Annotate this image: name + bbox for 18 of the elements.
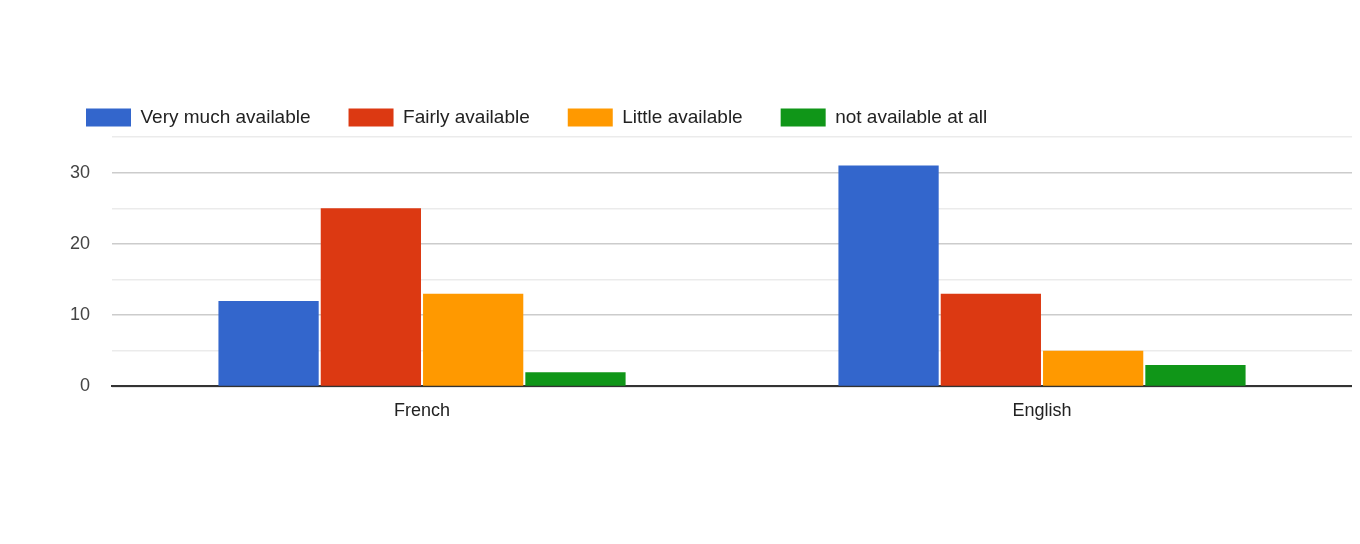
bar — [940, 293, 1041, 386]
y-tick-label: 10 — [69, 304, 91, 325]
x-tick-label: English — [1012, 400, 1072, 421]
legend-label: Fairly available — [403, 105, 530, 127]
bar — [1043, 350, 1144, 386]
legend-label: Very much available — [140, 105, 311, 127]
y-tick-label: 0 — [80, 375, 91, 396]
bar — [525, 372, 626, 386]
bar — [838, 165, 939, 386]
legend-label: Little available — [622, 105, 743, 127]
bar — [423, 293, 524, 386]
legend-label: not available at all — [835, 105, 988, 127]
bar — [218, 300, 319, 386]
y-tick-label: 20 — [69, 232, 91, 253]
bar — [1145, 365, 1246, 386]
bar — [320, 208, 421, 386]
y-tick-label: 30 — [69, 161, 91, 182]
x-tick-label: French — [394, 400, 451, 421]
